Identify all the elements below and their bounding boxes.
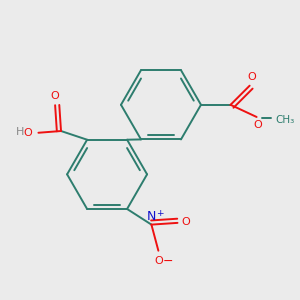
Text: O: O	[51, 92, 59, 101]
Text: O: O	[253, 120, 262, 130]
Text: O: O	[182, 217, 190, 227]
Text: N: N	[147, 210, 156, 223]
Text: O: O	[23, 128, 32, 138]
Text: +: +	[156, 209, 164, 218]
Text: O: O	[247, 71, 256, 82]
Text: O: O	[154, 256, 163, 266]
Text: CH₃: CH₃	[276, 115, 295, 125]
Text: −: −	[163, 255, 173, 268]
Text: H: H	[16, 127, 25, 137]
